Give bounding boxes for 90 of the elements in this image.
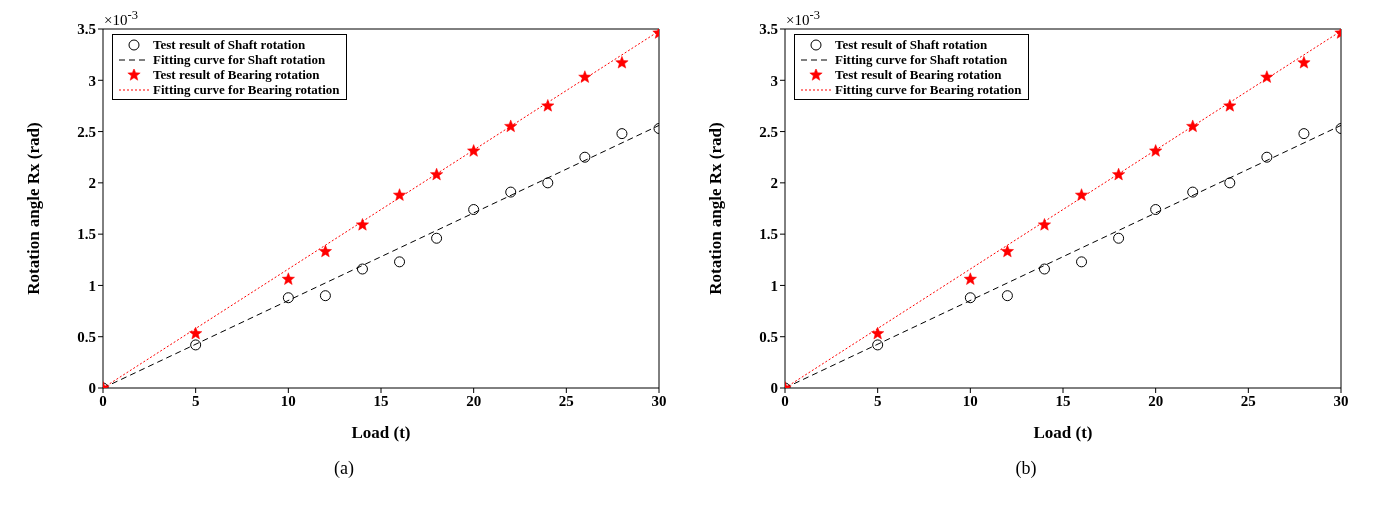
y-tick-label: 1.5	[759, 226, 778, 243]
y-tick-label: 0	[88, 380, 96, 397]
y-tick-label: 2.5	[759, 123, 778, 140]
point	[505, 186, 517, 198]
x-tick-label: 30	[651, 392, 667, 409]
y-axis-title: Rotation angle Rx (rad)	[24, 122, 44, 295]
point	[394, 256, 406, 268]
x-tick-label: 10	[280, 392, 296, 409]
y-tick-label: 2	[770, 175, 778, 192]
point	[504, 119, 518, 132]
point	[872, 339, 884, 351]
legend-label: Test result of Bearing rotation	[153, 67, 320, 82]
point	[1261, 151, 1273, 163]
point	[1075, 188, 1088, 201]
point	[1112, 167, 1126, 181]
point	[281, 272, 295, 285]
x-tick-label: 25	[1240, 392, 1256, 409]
x-tick-label: 5	[873, 392, 882, 409]
y-tick-label: 2	[88, 175, 96, 192]
point	[1223, 99, 1237, 112]
x-tick-label: 10	[962, 392, 978, 409]
point	[1186, 119, 1200, 132]
point	[431, 232, 443, 244]
point	[541, 99, 555, 112]
y-tick-label: 3	[88, 72, 96, 89]
y-tick-label: 2.5	[77, 123, 96, 140]
point	[468, 204, 480, 216]
point	[356, 218, 369, 231]
point	[467, 144, 481, 157]
point	[393, 188, 406, 201]
text: (a)	[333, 458, 355, 479]
text: ×10$^{-3}$	[104, 8, 138, 29]
legend-label: Fitting curve for Bearing rotation	[835, 82, 1022, 97]
y-tick-label: 0.5	[77, 329, 96, 346]
y-tick-label: 1.5	[77, 226, 96, 243]
point	[282, 292, 294, 304]
x-tick-label: 0	[99, 392, 107, 409]
point	[616, 128, 628, 140]
point	[1001, 290, 1013, 302]
text: ×10$^{-3}$	[786, 8, 820, 29]
legend-label: Fitting curve for Shaft rotation	[153, 52, 326, 67]
point	[1187, 186, 1199, 198]
point	[190, 339, 202, 351]
legend-label: Test result of Shaft rotation	[835, 37, 988, 52]
point	[1000, 244, 1014, 258]
y-tick-label: 1	[770, 277, 778, 294]
legend-label: Fitting curve for Shaft rotation	[835, 52, 1008, 67]
point	[1149, 144, 1163, 157]
point	[356, 263, 368, 275]
y-tick-label: 1	[88, 277, 96, 294]
point	[578, 70, 592, 83]
x-axis-title: Load (t)	[351, 423, 411, 442]
point	[579, 151, 591, 163]
point	[1224, 177, 1236, 189]
point	[1038, 218, 1051, 231]
point	[1150, 204, 1162, 216]
text: (b)	[1014, 458, 1038, 479]
point	[1038, 263, 1050, 275]
point	[1260, 70, 1274, 83]
point	[1113, 232, 1125, 244]
point	[871, 326, 885, 340]
x-tick-label: 15	[1055, 392, 1071, 409]
point	[430, 167, 444, 181]
legend-label: Fitting curve for Bearing rotation	[153, 82, 340, 97]
x-tick-label: 15	[373, 392, 389, 409]
point	[318, 244, 332, 258]
point	[964, 292, 976, 304]
point	[1297, 56, 1311, 69]
y-tick-label: 3.5	[77, 21, 96, 38]
x-tick-label: 5	[191, 392, 200, 409]
x-axis-title: Load (t)	[1033, 423, 1093, 442]
x-tick-label: 25	[558, 392, 574, 409]
point	[542, 177, 554, 189]
y-tick-label: 3	[770, 72, 778, 89]
x-tick-label: 0	[781, 392, 789, 409]
point	[963, 272, 977, 285]
x-tick-label: 30	[1333, 392, 1349, 409]
point	[319, 290, 331, 302]
legend-label: Test result of Bearing rotation	[835, 67, 1002, 82]
point	[189, 326, 203, 340]
x-tick-label: 20	[466, 392, 482, 409]
y-tick-label: 0	[770, 380, 778, 397]
point	[615, 56, 629, 69]
point	[1076, 256, 1088, 268]
y-tick-label: 3.5	[759, 21, 778, 38]
y-tick-label: 0.5	[759, 329, 778, 346]
point	[1298, 128, 1310, 140]
x-tick-label: 20	[1148, 392, 1164, 409]
y-axis-title: Rotation angle Rx (rad)	[706, 122, 726, 295]
legend-label: Test result of Shaft rotation	[153, 37, 306, 52]
